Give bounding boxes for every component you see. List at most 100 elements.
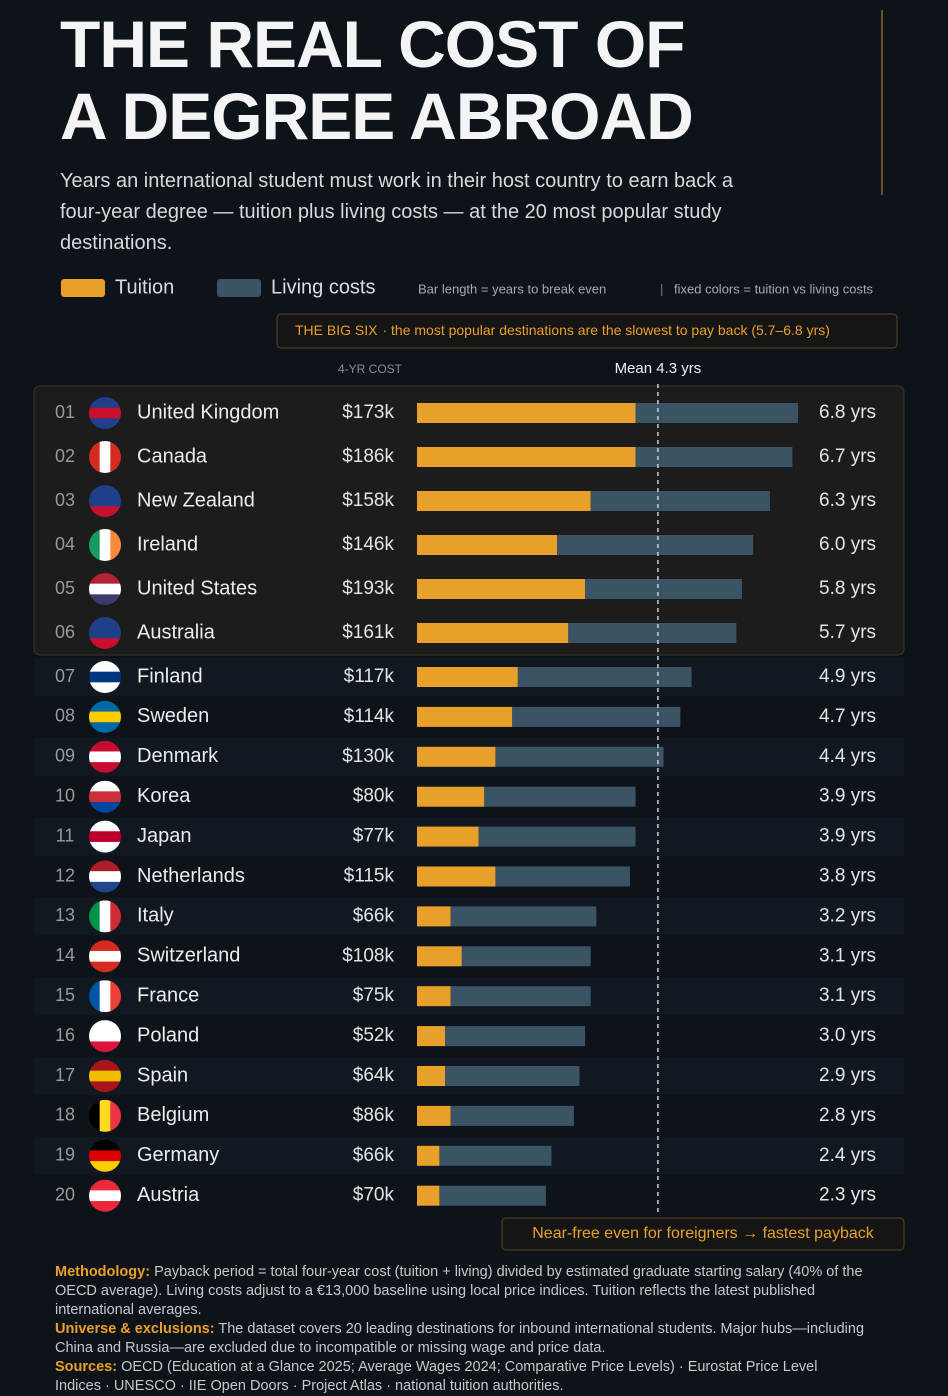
- living-bar: [635, 447, 793, 467]
- separator: |: [660, 281, 663, 296]
- rank: 11: [56, 825, 75, 845]
- flag-stripe: [89, 1020, 121, 1032]
- rank: 01: [55, 402, 75, 422]
- tuition-bar: [417, 706, 513, 727]
- rank: 09: [55, 746, 75, 766]
- note: Sources: OECD (Education at a Glance 202…: [55, 1358, 865, 1396]
- living-bar: [590, 491, 770, 511]
- living-bar: [495, 866, 630, 887]
- rank: 08: [55, 706, 75, 726]
- country: Poland: [137, 1024, 199, 1046]
- flag-stripe: [89, 881, 121, 893]
- bottom-note: Near-free even for foreigners → fastest …: [532, 1225, 874, 1242]
- highlight: THE BIG SIX · the most popular destinatio…: [295, 322, 830, 338]
- cost: $173k: [342, 402, 394, 423]
- cost: $193k: [342, 578, 394, 599]
- living-bar: [450, 986, 591, 1007]
- big-six-panel: [33, 385, 905, 656]
- flag-stripe: [89, 529, 101, 561]
- flag-stripe: [89, 802, 121, 813]
- flag: [89, 1179, 121, 1212]
- living-bar: [461, 946, 591, 967]
- flag-stripe: [110, 900, 121, 933]
- cost: $158k: [342, 490, 394, 511]
- flag-stripe: [89, 495, 121, 507]
- flag-stripe: [110, 529, 121, 561]
- chart: THE BIG SIX · the most popular destinatio…: [33, 10, 905, 1251]
- flag-stripe: [89, 980, 101, 1013]
- flag-stripe: [110, 980, 121, 1013]
- total-label: 3.9 yrs: [819, 786, 876, 807]
- flag-stripe: [89, 1150, 121, 1162]
- country: Australia: [137, 621, 216, 643]
- legend-label: Living costs: [271, 276, 376, 298]
- flag: [89, 700, 121, 733]
- cost: $70k: [353, 1185, 395, 1206]
- flag-stripe: [89, 722, 121, 733]
- flag-stripe: [89, 1201, 121, 1212]
- tuition-bar: [417, 623, 569, 643]
- flag-stripe: [89, 950, 121, 963]
- note-text: Payback period = total four-year cost (t…: [55, 1264, 863, 1318]
- tuition-bar: [417, 906, 451, 927]
- total-label: 3.8 yrs: [819, 866, 876, 887]
- rank: 04: [55, 534, 75, 554]
- flag-stripe: [89, 418, 121, 429]
- country: Italy: [137, 905, 174, 927]
- flag-stripe: [89, 441, 101, 473]
- flag-stripe: [89, 900, 101, 933]
- legend-swatch: [61, 279, 105, 297]
- living-bar: [445, 1026, 586, 1047]
- color-note: fixed colors = tuition vs living costs: [674, 281, 874, 296]
- highlight-text: · the most popular destinations are the …: [382, 322, 829, 338]
- flag-stripe: [89, 820, 121, 832]
- tuition-bar: [417, 1145, 440, 1166]
- total-label: 3.9 yrs: [819, 826, 876, 847]
- flag: [89, 980, 121, 1013]
- rank: 05: [55, 578, 75, 598]
- flag-stripe: [89, 1060, 121, 1072]
- flag-stripe: [89, 860, 121, 872]
- rank: 14: [55, 945, 75, 965]
- country: United Kingdom: [137, 401, 279, 423]
- flag-stripe: [89, 740, 121, 752]
- flag: [89, 820, 121, 853]
- rank: 13: [55, 905, 75, 925]
- flag: [89, 740, 121, 773]
- cost: $66k: [353, 1145, 395, 1166]
- living-bar: [445, 1066, 580, 1086]
- cost: $77k: [353, 826, 395, 847]
- total-label: 2.4 yrs: [819, 1145, 876, 1166]
- flag-stripe: [99, 1099, 111, 1132]
- flag-stripe: [89, 583, 121, 595]
- flag-stripe: [89, 1139, 121, 1151]
- rank: 07: [55, 666, 75, 686]
- country: New Zealand: [137, 489, 255, 511]
- tuition-bar: [417, 1185, 440, 1206]
- flag-stripe: [89, 961, 121, 973]
- flag-stripe: [89, 671, 121, 683]
- cost: $130k: [342, 746, 394, 767]
- cost: $115k: [344, 866, 395, 887]
- country: France: [137, 984, 199, 1006]
- cost: $186k: [342, 446, 394, 467]
- total-label: 2.8 yrs: [819, 1105, 876, 1126]
- living-bar: [439, 1185, 546, 1206]
- title: THE REAL COST OF A DEGREE ABROAD: [60, 8, 694, 153]
- flag: [89, 860, 121, 893]
- rank: 15: [55, 985, 75, 1005]
- title-line: A DEGREE ABROAD: [60, 79, 694, 153]
- country: Netherlands: [137, 865, 245, 887]
- flag-stripe: [89, 791, 121, 803]
- flag-stripe: [89, 871, 121, 883]
- rank: 17: [55, 1065, 75, 1085]
- cost-header: 4-YR COST: [338, 362, 403, 376]
- cost: $80k: [353, 786, 395, 807]
- tuition-bar: [417, 667, 518, 687]
- tuition-bar: [417, 826, 479, 847]
- highlight-title: THE BIG SIX: [295, 322, 378, 338]
- flag-stripe: [99, 900, 111, 933]
- tuition-bar: [417, 1066, 446, 1086]
- mean-label: Mean 4.3 yrs: [615, 360, 702, 377]
